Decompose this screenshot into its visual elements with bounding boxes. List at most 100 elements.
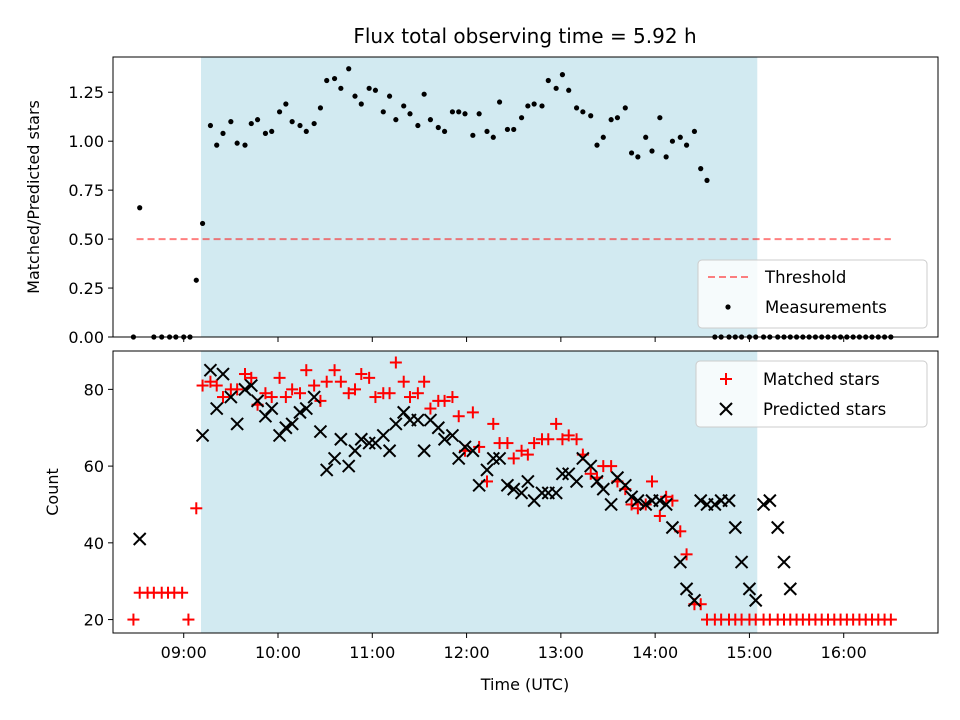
measurement-point [234, 140, 240, 146]
predicted-star-point [535, 486, 549, 500]
matched-star-point [265, 391, 278, 404]
predicted-star-point [596, 482, 610, 496]
matched-legend-marker [720, 373, 732, 385]
matched-star-point [363, 371, 376, 384]
threshold-legend-label: Threshold [764, 268, 846, 287]
bottom-legend: Matched stars Predicted stars [695, 360, 928, 428]
measurement-point [643, 134, 649, 140]
predicted-star-point [431, 421, 445, 435]
x-tick-label: 09:00 [161, 643, 207, 662]
measurement-point [553, 85, 559, 91]
bottom-series-layer [127, 356, 897, 626]
matched-star-point [349, 383, 361, 396]
matched-legend-label: Matched stars [763, 370, 880, 389]
bottom-y-tick-label: 40 [84, 534, 104, 553]
predicted-star-point [673, 555, 687, 569]
measurement-point [220, 130, 226, 136]
matched-star-point [355, 368, 368, 381]
measurement-point [352, 93, 358, 99]
matched-star-point [404, 391, 416, 404]
predicted-star-point [631, 493, 645, 508]
matched-star-point [342, 387, 355, 400]
measurement-point [594, 142, 600, 148]
measurement-point [415, 122, 421, 129]
predicted-star-point [734, 555, 749, 569]
top-ylabel: Matched/Predicted stars [24, 100, 43, 294]
measurement-point [262, 130, 269, 136]
predicted-star-point [224, 390, 238, 404]
matched-star-point [521, 448, 534, 461]
top-y-tick-label: 1.25 [68, 83, 104, 102]
matched-star-point [286, 383, 299, 396]
matched-star-point [300, 364, 313, 377]
predicted-star-point [480, 463, 494, 477]
top-y-tick-label: 0.00 [68, 328, 104, 347]
matched-star-point [308, 379, 321, 392]
predicted-star-point [694, 493, 708, 508]
bottom-y-tick-label: 80 [84, 380, 104, 399]
matched-star-point [369, 391, 382, 404]
matched-star-point [646, 475, 658, 488]
top-panel: 0.00 0.25 0.50 0.75 1.00 1.25 Matched/Predict… [24, 56, 939, 347]
measurement-point [317, 105, 324, 111]
predicted-star-point [569, 474, 584, 489]
measurement-point [496, 99, 503, 105]
measurement-point [289, 119, 295, 125]
bottom-ylabel: Count [43, 468, 62, 516]
measurement-point [297, 122, 303, 129]
matched-star-point [204, 375, 217, 388]
predicted-star-point [417, 444, 431, 458]
matched-star-point [528, 437, 541, 450]
matched-star-point [231, 383, 244, 396]
measurement-point [254, 117, 261, 123]
predicted-star-point [334, 432, 348, 446]
measurements-legend-label: Measurements [765, 298, 887, 317]
matched-star-point [515, 444, 528, 457]
matched-star-point [452, 410, 465, 423]
bottom-xlabel: Time (UTC) [480, 675, 569, 694]
measurement-point [380, 109, 386, 115]
matched-star-point [314, 394, 327, 407]
predicted-star-point [389, 417, 403, 431]
measurement-point [386, 93, 393, 99]
matched-star-point [182, 613, 195, 626]
x-tick-label: 10:00 [255, 643, 301, 662]
predicted-star-point [362, 436, 376, 450]
predicted-star-point [749, 593, 763, 608]
measurement-point [691, 128, 698, 135]
predicted-star-point [659, 497, 673, 512]
measurement-point [545, 77, 551, 84]
bottom-axes-frame [112, 350, 939, 634]
measurement-point [303, 128, 309, 135]
matched-star-point [666, 494, 679, 507]
measurement-point [649, 148, 655, 154]
predicted-star-point [618, 478, 632, 492]
matched-star-point [418, 375, 431, 388]
predicted-star-point [708, 497, 722, 512]
matched-star-point [625, 498, 638, 511]
observing-span-band [201, 57, 758, 337]
measurement-point [228, 119, 234, 125]
measurement-point [276, 109, 283, 115]
matched-star-point [473, 440, 486, 453]
measurement-point [435, 124, 441, 131]
predicted-star-point [299, 401, 313, 416]
top-y-tick-label: 0.50 [68, 230, 104, 249]
top-legend-box [697, 259, 928, 329]
x-tick-label: 12:00 [444, 643, 490, 662]
matched-star-point [320, 375, 333, 388]
measurement-point [504, 126, 511, 133]
measurement-point [657, 115, 663, 121]
top-legend: Threshold Measurements [697, 259, 928, 329]
predicted-star-point [466, 444, 480, 458]
predicted-star-point [756, 497, 771, 512]
matched-star-point [176, 586, 189, 599]
top-observing-span [201, 57, 758, 337]
matched-star-point [694, 598, 707, 611]
measurement-point [372, 87, 379, 93]
measurement-point [283, 101, 289, 107]
predicted-star-point [763, 493, 777, 508]
measurement-point [449, 109, 456, 115]
matched-star-point [239, 368, 251, 381]
predicted-star-point [195, 428, 210, 443]
